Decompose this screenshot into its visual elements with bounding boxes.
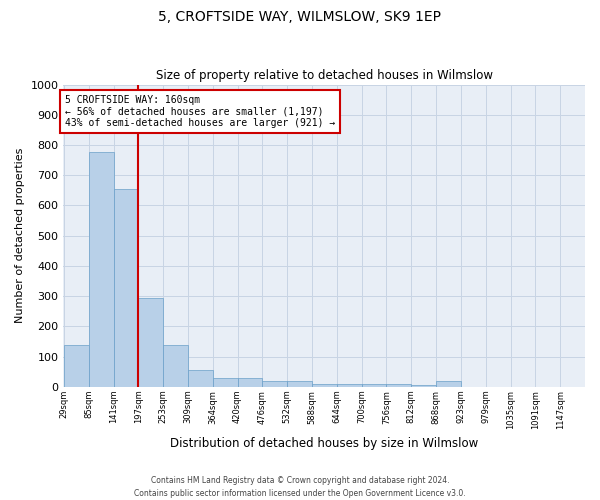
X-axis label: Distribution of detached houses by size in Wilmslow: Distribution of detached houses by size …	[170, 437, 478, 450]
Bar	[412, 386, 436, 387]
Bar	[436, 382, 461, 387]
Title: Size of property relative to detached houses in Wilmslow: Size of property relative to detached ho…	[156, 69, 493, 82]
Bar	[213, 378, 238, 387]
Text: 5 CROFTSIDE WAY: 160sqm
← 56% of detached houses are smaller (1,197)
43% of semi: 5 CROFTSIDE WAY: 160sqm ← 56% of detache…	[65, 95, 335, 128]
Bar	[163, 345, 188, 387]
Bar	[64, 344, 89, 387]
Bar	[287, 382, 312, 387]
Y-axis label: Number of detached properties: Number of detached properties	[15, 148, 25, 324]
Bar	[262, 382, 287, 387]
Bar	[113, 189, 139, 387]
Bar	[362, 384, 386, 387]
Bar	[386, 384, 412, 387]
Bar	[337, 384, 362, 387]
Text: 5, CROFTSIDE WAY, WILMSLOW, SK9 1EP: 5, CROFTSIDE WAY, WILMSLOW, SK9 1EP	[158, 10, 442, 24]
Bar	[139, 298, 163, 387]
Text: Contains HM Land Registry data © Crown copyright and database right 2024.
Contai: Contains HM Land Registry data © Crown c…	[134, 476, 466, 498]
Bar	[188, 370, 213, 387]
Bar	[238, 378, 262, 387]
Bar	[312, 384, 337, 387]
Bar	[89, 152, 113, 387]
